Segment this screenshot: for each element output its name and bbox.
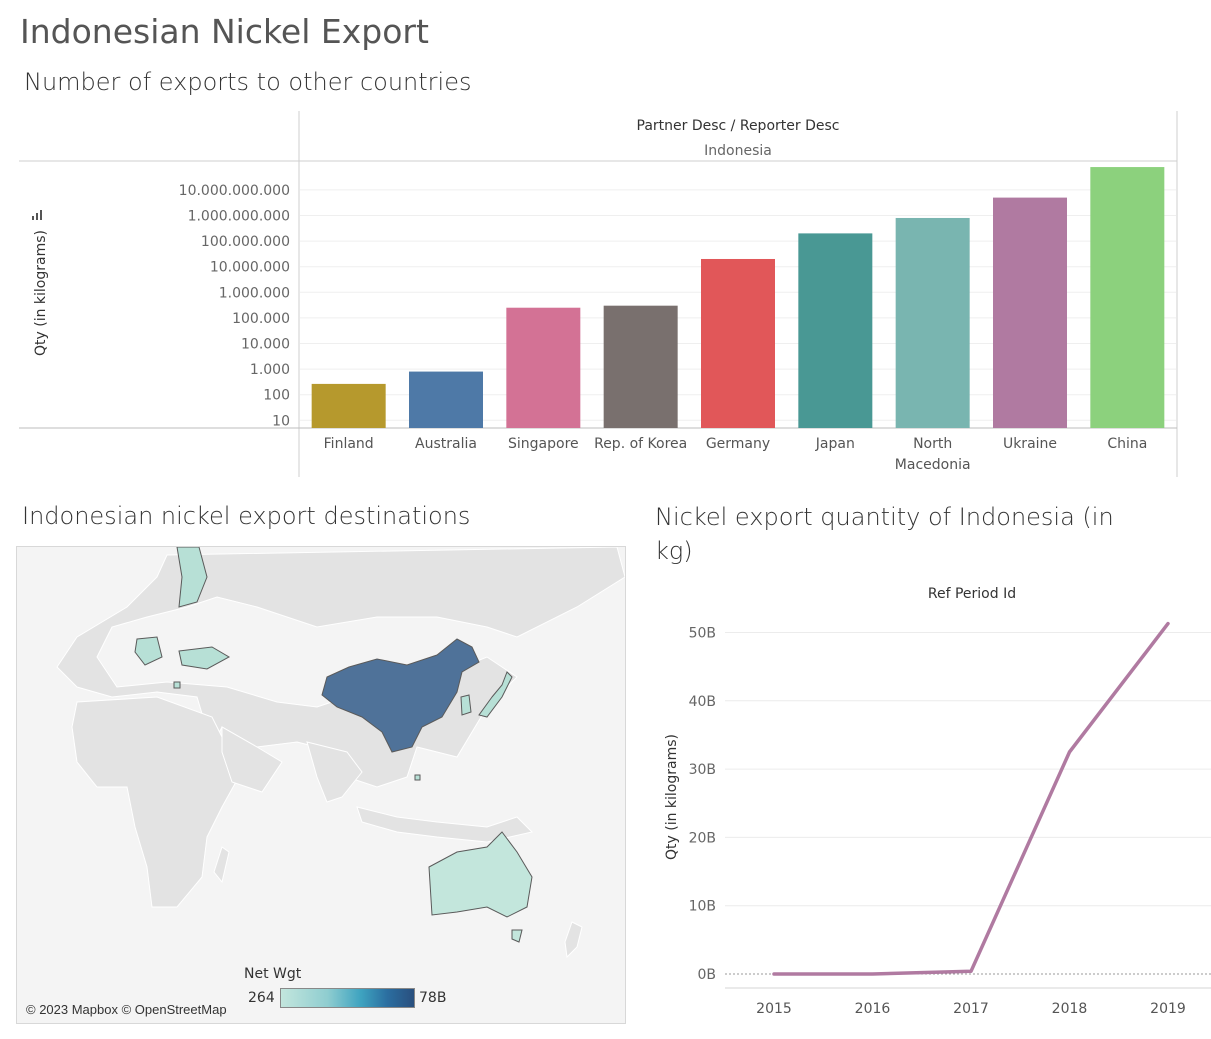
bar-y-tick-label: 10.000 (241, 336, 290, 352)
country-australia-tasmania (511, 929, 523, 943)
bar-mark[interactable] (701, 258, 775, 428)
map-title: Indonesian nickel export destinations (22, 502, 471, 530)
bar-y-tick-label: 1.000.000.000 (188, 208, 290, 224)
bar-header-label: Partner Desc / Reporter Desc (637, 118, 840, 134)
line-point[interactable] (871, 972, 874, 976)
map-canvas[interactable] (17, 547, 625, 1023)
map-view[interactable] (16, 546, 626, 1024)
bar-y-tick-label: 1.000 (250, 362, 290, 378)
map-attribution: © 2023 Mapbox © OpenStreetMap (26, 1002, 227, 1017)
bar-x-tick-label: Finland (324, 436, 374, 452)
bar-x-tick-label: Ukraine (1003, 436, 1057, 452)
bar-y-axis-label: Qty (in kilograms) (33, 230, 49, 356)
landmass-indonesia (356, 806, 533, 843)
landmass-india (306, 741, 363, 803)
bar-mark[interactable] (409, 371, 483, 428)
line-chart[interactable]: Ref Period Id Qty (in kilograms) 0B 10B 20… (640, 575, 1211, 1025)
line-y-tick-label: 10B (689, 899, 716, 915)
line-point[interactable] (969, 969, 973, 973)
line-y-tick-label: 30B (689, 762, 716, 778)
bar-mark[interactable] (1090, 167, 1165, 428)
legend-max-label: 78B (419, 990, 447, 1006)
line-y-axis-label: Qty (in kilograms) (664, 734, 680, 860)
bar-mark[interactable] (895, 217, 970, 428)
bar-chart-title: Number of exports to other countries (24, 68, 472, 96)
country-singapore (414, 774, 421, 781)
landmass-madagascar (213, 846, 230, 884)
bar-mark[interactable] (603, 305, 678, 428)
bar-x-tick-label: North (913, 436, 952, 452)
country-japan (478, 671, 513, 718)
line-y-tick-label: 20B (689, 830, 716, 846)
landmass-arabia (221, 726, 283, 793)
line-x-tick-label: 2016 (855, 1001, 891, 1017)
legend-min-label: 264 (248, 990, 275, 1006)
line-y-tick-label: 40B (689, 694, 716, 710)
line-x-tick-label: 2018 (1052, 1001, 1088, 1017)
bar-x-tick-label: China (1107, 436, 1147, 452)
line-series[interactable] (772, 621, 1170, 976)
line-y-tick-label: 50B (689, 626, 716, 642)
bar-y-tick-label: 10 (272, 413, 290, 429)
country-north-macedonia (173, 681, 181, 689)
bar-y-tick-label: 100.000 (232, 311, 290, 327)
line-y-tick-label: 0B (697, 967, 716, 983)
country-ukraine (178, 646, 231, 670)
bar-x-tick-label: Singapore (508, 436, 579, 452)
line-x-tick-label: 2017 (953, 1001, 989, 1017)
bar-x-tick-label: Germany (706, 436, 770, 452)
line-x-tick-label: 2015 (756, 1001, 792, 1017)
line-header-label: Ref Period Id (928, 586, 1016, 602)
bar-y-tick-label: 10.000.000 (210, 260, 290, 276)
bar-mark[interactable] (798, 233, 873, 428)
bar-y-tick-label: 10.000.000.000 (179, 183, 290, 199)
country-finland (176, 547, 208, 608)
line-point[interactable] (772, 972, 776, 976)
line-chart-title: Nickel export quantity of Indonesia (in … (655, 503, 1114, 565)
bar-x-tick-label: Rep. of Korea (594, 436, 687, 452)
bar-header-value: Indonesia (704, 143, 772, 159)
dashboard-title: Indonesian Nickel Export (20, 12, 429, 51)
country-germany (134, 636, 163, 666)
bar-mark[interactable] (993, 197, 1067, 428)
bar-mark[interactable] (506, 307, 581, 428)
landmass-new-zealand (564, 921, 583, 959)
country-australia (428, 831, 533, 918)
bar-x-tick-label: Australia (415, 436, 477, 452)
line-x-tick-label: 2019 (1150, 1001, 1186, 1017)
bar-chart[interactable]: Partner Desc / Reporter Desc Indonesia Q… (0, 100, 1211, 485)
legend-title: Net Wgt (244, 966, 302, 982)
bar-mark[interactable] (311, 383, 386, 428)
line-point[interactable] (1068, 750, 1071, 754)
line-point[interactable] (1166, 622, 1170, 626)
legend-color-ramp (280, 988, 415, 1008)
bar-x-tick-label: Macedonia (895, 457, 971, 473)
country-korea (460, 694, 472, 716)
bar-y-tick-label: 1.000.000 (219, 285, 290, 301)
bar-y-tick-label: 100 (263, 388, 290, 404)
country-china (321, 638, 480, 753)
sort-icon[interactable] (32, 210, 42, 220)
bar-x-tick-label: Japan (815, 436, 855, 452)
bar-y-tick-label: 100.000.000 (201, 234, 290, 250)
